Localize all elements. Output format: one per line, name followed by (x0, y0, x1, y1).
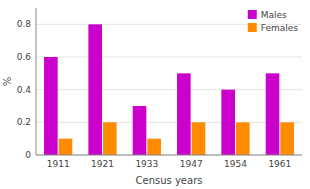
bar (147, 139, 161, 155)
y-tick-label: 0.6 (17, 52, 32, 62)
chart: 0 0.2 0.4 0.6 0.8 1911 1921 1933 1947 1954 1961 Cen… (0, 0, 310, 189)
x-tick-label: 1954 (224, 159, 247, 169)
y-tick-label: 0 (25, 150, 31, 160)
y-tick-label: 0.2 (17, 117, 31, 127)
grid-line (36, 122, 302, 123)
bars (44, 24, 294, 155)
bar (236, 122, 250, 155)
x-tick-label: 1921 (91, 159, 114, 169)
legend-swatch (248, 23, 257, 32)
y-tick-label: 0.8 (17, 19, 32, 29)
legend: Males Females (248, 10, 299, 33)
legend-swatch (248, 10, 257, 19)
grid-line (36, 89, 302, 90)
bar (192, 122, 206, 155)
bar (88, 24, 102, 155)
x-axis (36, 155, 302, 156)
x-tick-label: 1947 (180, 159, 203, 169)
legend-label: Females (261, 23, 299, 33)
legend-item: Females (248, 23, 299, 33)
y-tick-label: 0.4 (17, 85, 32, 95)
bar (221, 90, 235, 155)
x-axis-label: Census years (136, 175, 203, 186)
bar (44, 57, 58, 155)
bar (280, 122, 294, 155)
grid (36, 24, 302, 155)
bar (133, 106, 147, 155)
bar (177, 73, 191, 155)
y-axis-label: % (2, 77, 13, 87)
x-tick-label: 1911 (47, 159, 70, 169)
legend-item: Males (248, 10, 287, 20)
grid-line (36, 155, 302, 156)
y-axis (36, 8, 37, 155)
bar (266, 73, 280, 155)
grid-line (36, 57, 302, 58)
x-tick-label: 1933 (135, 159, 158, 169)
x-tick-label: 1961 (268, 159, 291, 169)
bar (103, 122, 117, 155)
bar (59, 139, 73, 155)
legend-label: Males (261, 10, 287, 20)
